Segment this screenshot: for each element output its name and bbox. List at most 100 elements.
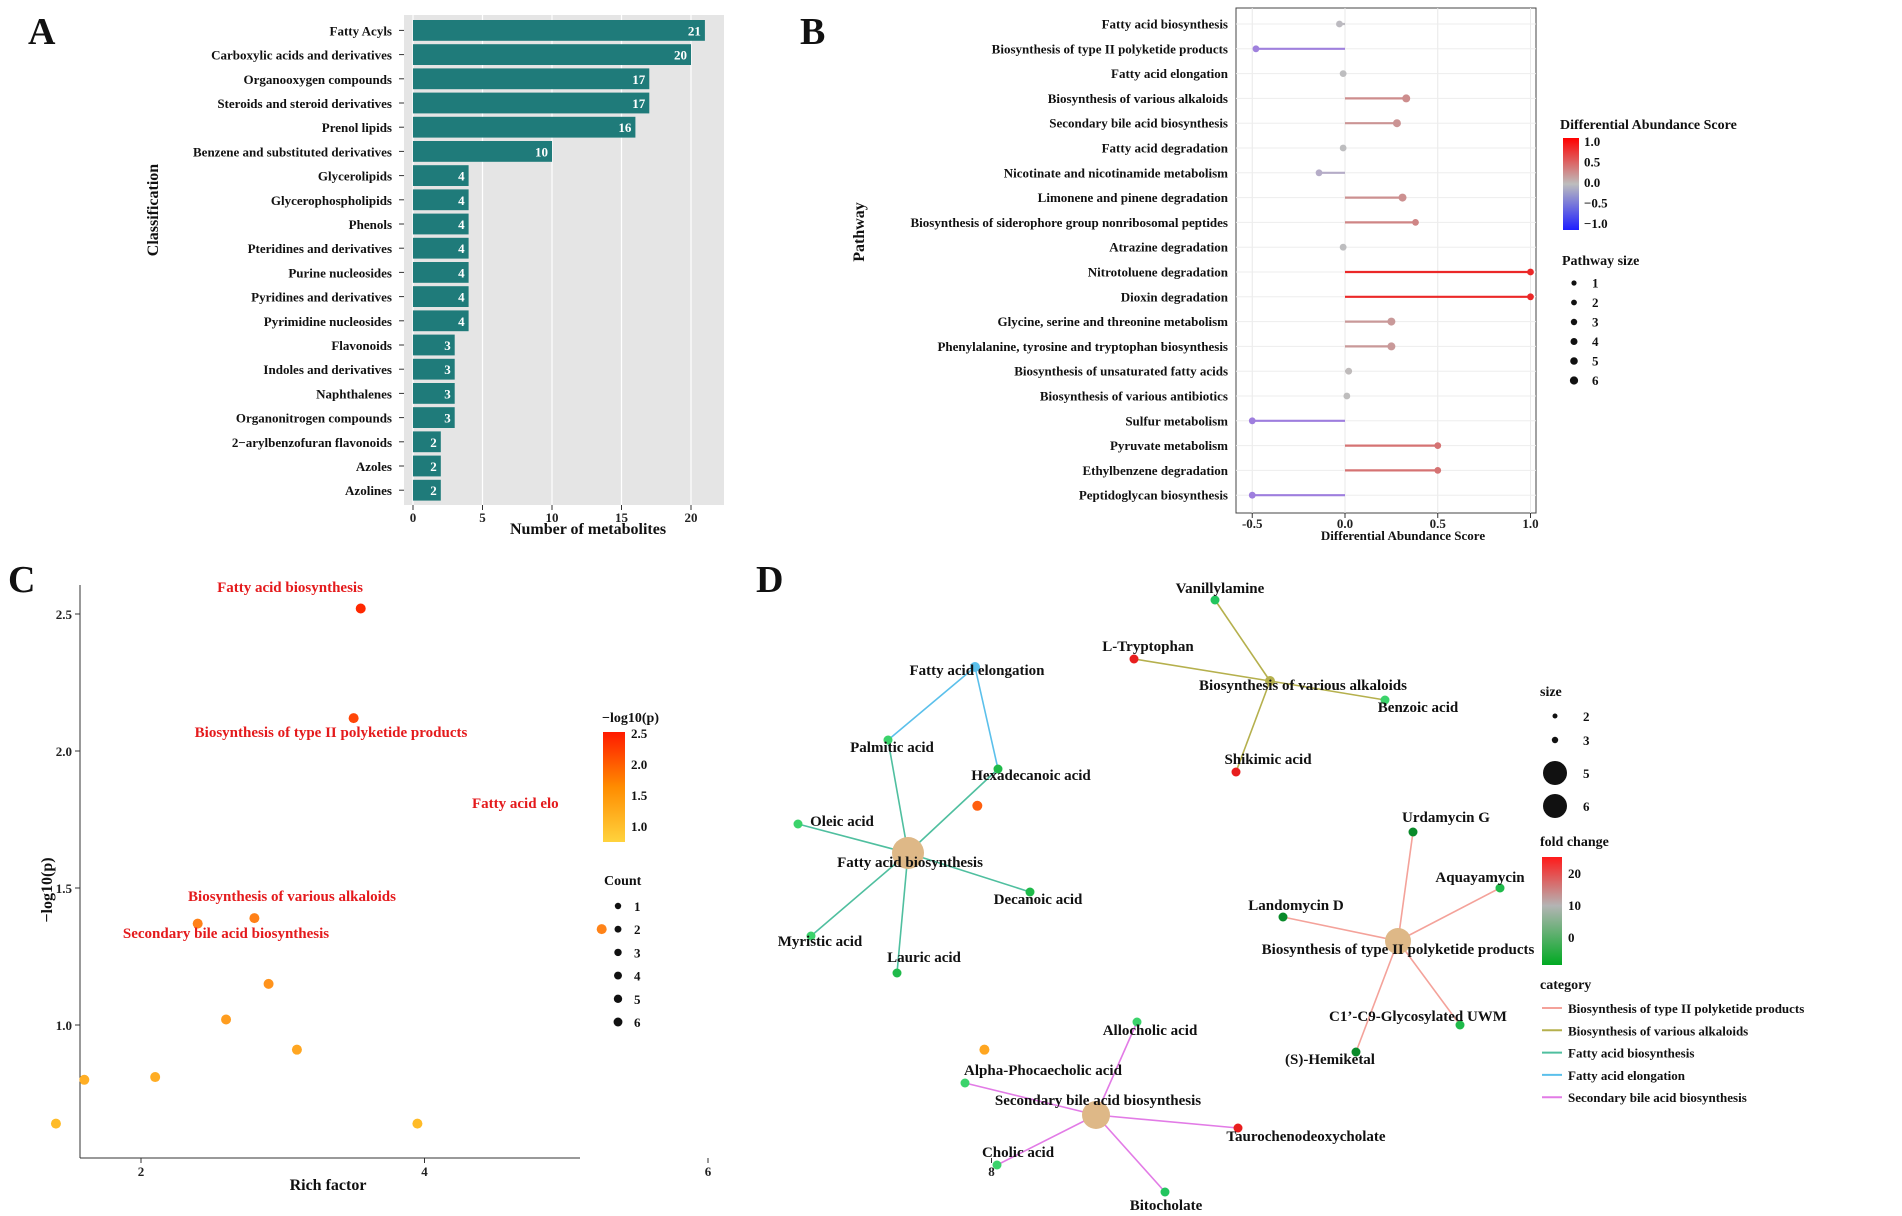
lollipop-point: [1248, 491, 1256, 499]
scatter-point: [412, 1118, 423, 1129]
panel-b-category-labels: Fatty acid biosynthesis Biosynthesis of t…: [911, 17, 1229, 503]
x-tick-label: 10: [546, 510, 559, 525]
category-legend-label: Fatty acid biosynthesis: [1568, 1046, 1694, 1061]
bar-value-label: 3: [444, 338, 451, 353]
pathway-label: Nitrotoluene degradation: [1088, 265, 1229, 280]
fold-legend-label: 10: [1568, 898, 1581, 913]
bar: [413, 141, 552, 162]
metabolite-node: [1132, 1017, 1142, 1027]
metabolite-node: [1210, 595, 1220, 605]
bar-value-label: 17: [632, 72, 646, 87]
metabolite-node: [806, 931, 816, 941]
panel-b-y-title: Pathway: [851, 202, 868, 262]
size-legend-label: 2: [1583, 709, 1590, 724]
scatter-point: [972, 800, 983, 811]
x-tick-label: 6: [705, 1164, 712, 1179]
size-legend-label: 4: [1592, 334, 1599, 349]
pathway-label: Phenylalanine, tyrosine and tryptophan b…: [937, 339, 1228, 354]
network-edge: [1282, 916, 1399, 942]
category-label: Flavonoids: [331, 338, 392, 353]
scatter-point: [979, 1044, 990, 1055]
bar-value-label: 10: [535, 144, 548, 159]
size-legend-label: 6: [634, 1015, 641, 1030]
lollipop-point: [1434, 442, 1442, 449]
category-legend-label: Secondary bile acid biosynthesis: [1568, 1090, 1747, 1105]
bar-value-label: 16: [618, 120, 632, 135]
lollipop-point: [1412, 219, 1419, 226]
pathway-label: Dioxin degradation: [1121, 289, 1229, 304]
network-edge: [1095, 1021, 1138, 1116]
color-legend-label: 1.5: [631, 788, 648, 803]
panel-b-lollipops: [1248, 20, 1534, 499]
category-label: Pteridines and derivatives: [248, 241, 392, 256]
metabolite-node: [993, 764, 1003, 774]
network-edge: [1214, 599, 1271, 682]
panel-b-color-legend-title: Differential Abundance Score: [1560, 118, 1737, 133]
size-legend-label: 6: [1592, 373, 1599, 388]
bar-value-label: 4: [458, 169, 465, 184]
x-tick-label: 4: [421, 1164, 428, 1179]
pathway-node-label: Biosynthesis of type II polyketide produ…: [1262, 942, 1535, 958]
pathway-node: [970, 662, 980, 672]
size-legend-label: 3: [634, 945, 641, 960]
bar: [413, 407, 455, 428]
bar: [413, 213, 469, 235]
pathway-label: Ethylbenzene degradation: [1082, 463, 1228, 478]
network-edge: [907, 768, 999, 854]
bar: [413, 20, 705, 41]
metabolite-label: Bitocholate: [1130, 1198, 1203, 1214]
bar: [413, 383, 455, 404]
pathway-node: [1265, 676, 1275, 686]
panel-d-label: D: [756, 559, 783, 601]
size-legend-label: 3: [1583, 733, 1590, 748]
size-legend-dot: [1552, 713, 1558, 719]
color-legend-label: 2.5: [631, 726, 648, 741]
metabolite-node: [1233, 1123, 1243, 1133]
point-label: Fatty acid biosynthesis: [217, 580, 363, 596]
scatter-point: [79, 1074, 90, 1085]
panel-d-fold-legend-title: fold change: [1540, 835, 1609, 850]
network-edge: [996, 1114, 1097, 1166]
scatter-point: [596, 924, 607, 935]
size-legend-dot: [614, 925, 622, 933]
y-tick-label: 1.0: [56, 1018, 72, 1033]
panel-d-fold-color-bar: [1542, 857, 1562, 965]
lollipop-point: [1336, 20, 1343, 28]
category-label: Indoles and derivatives: [263, 362, 392, 377]
category-label: Fatty Acyls: [330, 23, 392, 38]
metabolite-label: Cholic acid: [982, 1145, 1055, 1161]
network-edge: [1397, 831, 1414, 942]
bar-value-label: 4: [458, 217, 465, 232]
metabolite-label: Taurochenodeoxycholate: [1226, 1129, 1386, 1145]
category-label: Glycerophospholipids: [271, 193, 392, 208]
bar-value-label: 3: [444, 386, 451, 401]
bar-value-label: 4: [458, 314, 465, 329]
color-legend-label: 0.5: [1584, 155, 1601, 170]
panel-b-size-legend-title: Pathway size: [1562, 254, 1639, 269]
category-label: 2−arylbenzofuran flavonoids: [232, 435, 392, 450]
category-label: Phenols: [349, 217, 392, 232]
bar-value-label: 20: [674, 48, 687, 63]
lollipop-point: [1398, 193, 1407, 202]
panel-a-x-title: Number of metabolites: [510, 521, 666, 538]
lollipop-point: [1434, 467, 1442, 474]
color-legend-label: −1.0: [1584, 216, 1608, 231]
pathway-label: Biosynthesis of various antibiotics: [1040, 389, 1228, 404]
bar: [413, 92, 650, 114]
bar: [413, 44, 691, 65]
panel-a-x-ticks: 0 5 10 15 20: [410, 505, 698, 525]
lollipop-point: [1527, 268, 1534, 276]
size-legend-label: 1: [634, 899, 641, 914]
category-label: Azoles: [356, 459, 392, 474]
size-legend-dot: [1570, 357, 1578, 365]
size-legend-dot: [614, 948, 622, 957]
size-legend-label: 2: [634, 922, 641, 937]
panel-d-edges: [797, 599, 1501, 1193]
x-tick-label: 0: [410, 510, 417, 525]
panel-d-fold-legend-labels: 20 10 0: [1568, 866, 1581, 945]
point-label: Biosynthesis of various alkaloids: [188, 889, 396, 905]
metabolite-label: Hexadecanoic acid: [971, 768, 1091, 784]
metabolite-label: Vanillylamine: [1176, 581, 1265, 597]
pathway-label: Fatty acid biosynthesis: [1102, 17, 1228, 32]
